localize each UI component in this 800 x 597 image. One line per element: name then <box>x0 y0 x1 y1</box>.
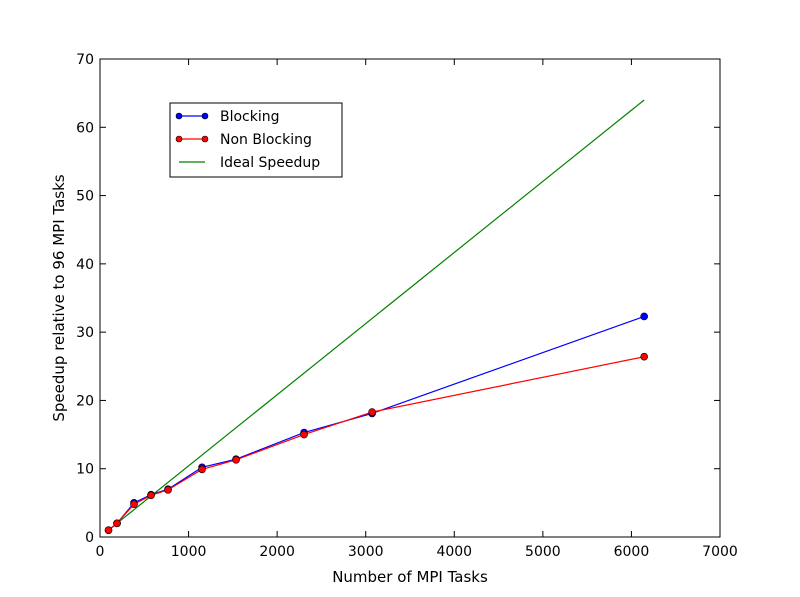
legend-marker-non-blocking <box>175 135 183 143</box>
x-tick-label: 5000 <box>525 544 561 560</box>
y-axis-title: Speedup relative to 96 MPI Tasks <box>50 174 68 421</box>
x-tick-label: 2000 <box>259 544 295 560</box>
series-line-ideal-speedup <box>108 99 645 531</box>
legend-marker-non-blocking <box>201 135 209 143</box>
data-point-non-blocking <box>147 491 155 500</box>
series-line-non-blocking <box>108 356 645 531</box>
data-point-non-blocking <box>130 500 138 509</box>
data-point-non-blocking <box>164 486 172 494</box>
data-point-non-blocking <box>368 408 376 416</box>
data-point-non-blocking <box>198 465 206 474</box>
x-tick-label: 1000 <box>171 544 207 560</box>
legend-box <box>169 102 343 178</box>
data-point-non-blocking <box>113 519 121 528</box>
legend-marker-blocking <box>175 112 183 120</box>
legend: Blocking Non Blocking Ideal Speedup <box>169 102 343 178</box>
y-tick-label: 50 <box>76 189 94 205</box>
x-tick-label: 0 <box>96 544 105 560</box>
legend-label-ideal-speedup: Ideal Speedup <box>220 155 320 171</box>
y-tick-label: 70 <box>76 52 94 68</box>
data-point-non-blocking <box>640 352 648 361</box>
axis-ticks: 0 1000 2000 3000 4000 5000 6000 7000 0 10 20 30 40 50… <box>76 52 738 560</box>
plot-area <box>104 99 648 534</box>
data-point-non-blocking <box>300 430 308 439</box>
data-point-non-blocking <box>232 456 240 464</box>
x-tick-label: 4000 <box>436 544 472 560</box>
legend-label-non-blocking: Non Blocking <box>220 132 312 148</box>
x-tick-label: 6000 <box>614 544 650 560</box>
legend-marker-blocking <box>201 112 209 120</box>
y-tick-label: 40 <box>76 257 94 273</box>
y-tick-label: 0 <box>85 530 94 546</box>
y-tick-label: 60 <box>76 120 94 136</box>
y-tick-label: 30 <box>76 325 94 341</box>
x-axis-title: Number of MPI Tasks <box>332 568 488 586</box>
legend-label-blocking: Blocking <box>220 109 280 125</box>
x-tick-label: 3000 <box>348 544 384 560</box>
data-point-non-blocking <box>104 526 113 534</box>
y-tick-label: 20 <box>76 393 94 409</box>
data-point-blocking <box>640 312 648 321</box>
y-tick-label: 10 <box>76 462 94 478</box>
plot-frame <box>99 58 721 538</box>
x-tick-label: 7000 <box>702 544 738 560</box>
